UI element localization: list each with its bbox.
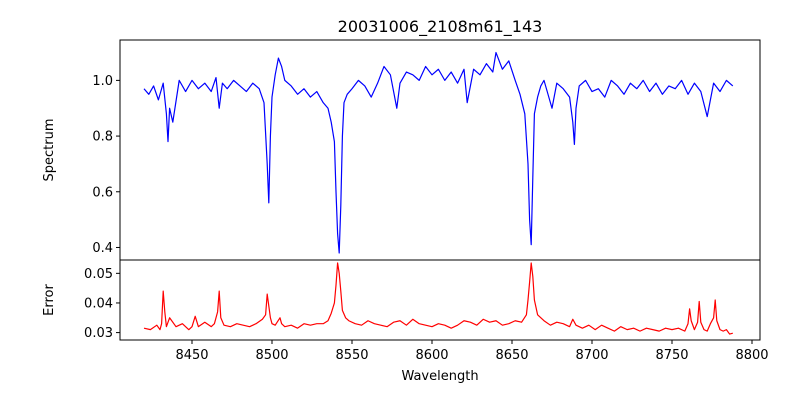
spectrum-y-tick-label: 0.6 bbox=[92, 185, 113, 200]
x-tick-label: 8600 bbox=[415, 348, 448, 363]
x-tick-label: 8500 bbox=[255, 348, 288, 363]
spectrum-line bbox=[143, 51, 734, 254]
spectrum-y-tick-label: 0.8 bbox=[92, 130, 113, 145]
x-tick-label: 8450 bbox=[175, 348, 208, 363]
error-y-tick-label: 0.03 bbox=[84, 326, 113, 341]
x-tick-label: 8650 bbox=[495, 348, 528, 363]
x-tick-label: 8550 bbox=[335, 348, 368, 363]
error-y-tick-label: 0.04 bbox=[84, 296, 113, 311]
error-y-tick-label: 0.05 bbox=[84, 267, 113, 282]
spectrum-y-tick-label: 1.0 bbox=[92, 74, 113, 89]
spectrum-y-tick-label: 0.4 bbox=[92, 241, 113, 256]
error-line bbox=[143, 262, 733, 335]
error-y-ticks: 0.03 0.04 0.05 bbox=[84, 267, 120, 341]
chart-title: 20031006_2108m61_143 bbox=[338, 17, 543, 37]
spectrum-y-axis-label: Spectrum bbox=[42, 119, 57, 182]
x-tick-label: 8700 bbox=[575, 348, 608, 363]
x-axis-label: Wavelength bbox=[401, 369, 478, 384]
error-x-ticks: 8450 8500 8550 8600 8650 8700 8750 8800 bbox=[175, 340, 769, 363]
error-plot-frame bbox=[119, 259, 761, 341]
error-y-axis-label: Error bbox=[42, 284, 57, 316]
spectrum-y-ticks: 0.4 0.6 0.8 1.0 bbox=[92, 74, 120, 256]
x-tick-label: 8750 bbox=[655, 348, 688, 363]
x-tick-label: 8800 bbox=[735, 348, 768, 363]
error-panel: 0.03 0.04 0.05 8450 8500 8550 8600 8650 8700 875… bbox=[42, 259, 769, 384]
